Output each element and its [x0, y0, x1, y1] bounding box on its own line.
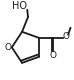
Text: O: O: [63, 32, 70, 41]
Text: O: O: [50, 51, 57, 60]
Text: O: O: [4, 43, 11, 52]
Text: HO: HO: [12, 1, 27, 11]
